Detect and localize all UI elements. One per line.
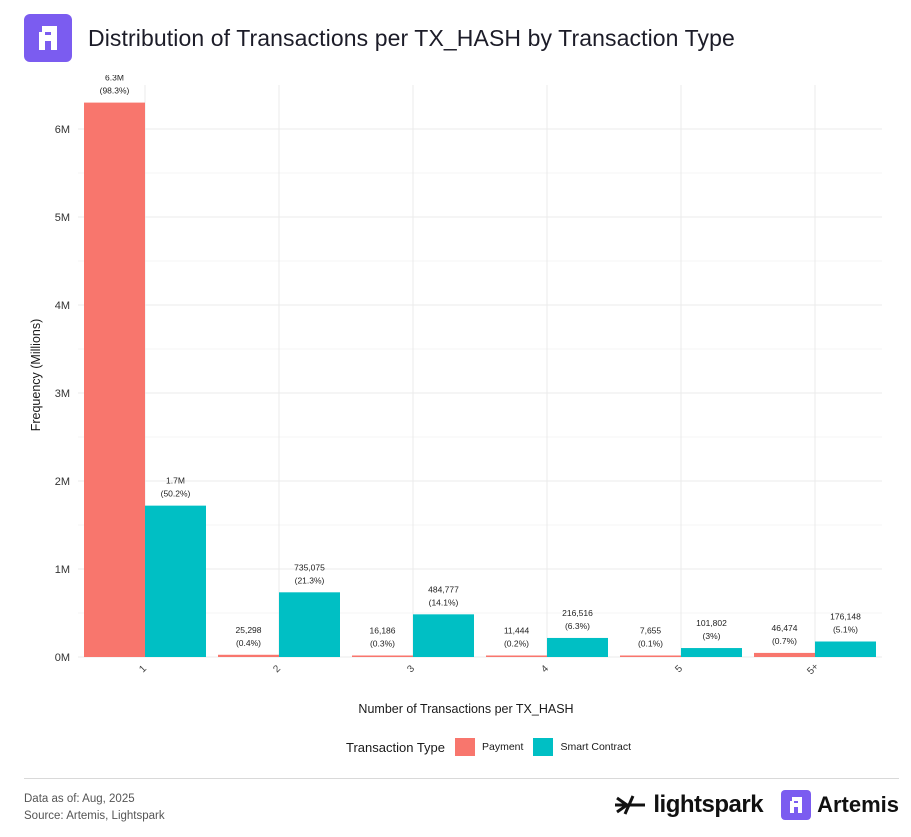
footer-notes: Data as of: Aug, 2025 Source: Artemis, L… (24, 791, 165, 825)
artemis-small-logo-icon (781, 790, 812, 820)
legend-label-payment: Payment (482, 741, 524, 753)
y-tick-label: 0M (55, 652, 70, 664)
lightspark-logo-icon (615, 795, 646, 815)
data-label-percent: (3%) (703, 631, 721, 641)
bar-payment-3 (352, 655, 413, 657)
data-label-percent: (0.1%) (638, 639, 663, 649)
bar-smart-contract-1 (145, 505, 206, 657)
legend-title: Transaction Type (346, 739, 445, 755)
legend-item-smart-contract: Smart Contract (533, 738, 631, 756)
y-axis-title: Frequency (Millions) (29, 319, 43, 432)
y-tick-label: 5M (55, 212, 70, 224)
x-tick-label: 5+ (805, 661, 821, 677)
data-label-value: 735,075 (294, 562, 325, 572)
data-label-value: 484,777 (428, 584, 459, 594)
brand-logos: lightspark Artemis (613, 790, 899, 820)
data-label-value: 101,802 (696, 618, 727, 628)
source-note: Source: Artemis, Lightspark (24, 810, 165, 822)
data-label-percent: (21.3%) (295, 575, 325, 585)
x-tick-label: 4 (539, 663, 551, 675)
artemis-wordmark: Artemis (817, 792, 899, 817)
bar-payment-2 (218, 654, 279, 657)
legend-label-smart-contract: Smart Contract (560, 741, 632, 753)
header: Distribution of Transactions per TX_HASH… (24, 12, 735, 64)
bar-payment-5 (620, 655, 681, 657)
data-label-percent: (0.7%) (772, 636, 797, 646)
x-tick-label: 1 (137, 663, 149, 675)
bar-smart-contract-6 (815, 641, 876, 657)
page-title: Distribution of Transactions per TX_HASH… (88, 24, 735, 51)
artemis-brand: Artemis (781, 790, 899, 820)
data-label-value: 46,474 (772, 623, 798, 633)
data-label-percent: (0.2%) (504, 639, 529, 649)
legend-swatch-payment (455, 738, 475, 756)
data-label-value: 216,516 (562, 608, 593, 618)
data-label-value: 6.3M (105, 75, 124, 83)
bar-smart-contract-4 (547, 637, 608, 657)
x-tick-label: 2 (271, 663, 283, 675)
data-label-percent: (5.1%) (833, 624, 858, 634)
x-tick-label: 5 (673, 663, 685, 675)
y-tick-label: 1M (55, 564, 70, 576)
y-tick-label: 2M (55, 476, 70, 488)
data-label-value: 16,186 (370, 626, 396, 636)
bar-smart-contract-5 (681, 648, 742, 657)
data-label-percent: (0.4%) (236, 638, 261, 648)
bar-smart-contract-2 (279, 592, 340, 657)
bar-payment-1 (84, 102, 145, 658)
data-label-value: 25,298 (236, 625, 262, 635)
data-label-percent: (14.1%) (429, 597, 459, 607)
footer-divider (24, 778, 899, 779)
bar-smart-contract-3 (413, 614, 474, 657)
data-label-percent: (98.3%) (100, 86, 130, 96)
legend-swatch-smart-contract (533, 738, 554, 756)
data-label-percent: (50.2%) (161, 489, 191, 499)
legend: Transaction Type Payment Smart Contract (346, 737, 641, 757)
lightspark-brand: lightspark (613, 791, 764, 819)
lightspark-wordmark: lightspark (653, 791, 764, 818)
data-label-percent: (0.3%) (370, 639, 395, 649)
x-axis-title: Number of Transactions per TX_HASH (358, 702, 573, 716)
legend-item-payment: Payment (455, 738, 523, 756)
y-tick-label: 4M (55, 300, 70, 312)
data-label-value: 1.7M (166, 476, 185, 486)
x-tick-label: 3 (405, 663, 417, 675)
data-label-value: 176,148 (830, 611, 861, 621)
y-tick-label: 6M (55, 124, 70, 136)
bar-payment-6 (754, 652, 815, 657)
bar-chart: 0M 1M 2M 3M 4M 5M 6M 6.3M (98.3%) 1.7M (50.2%) 1 25,… (29, 75, 882, 716)
bar-payment-4 (486, 655, 547, 657)
data-as-of: Data as of: Aug, 2025 (24, 793, 135, 805)
data-label-value: 11,444 (504, 626, 530, 636)
data-label-value: 7,655 (640, 626, 662, 636)
artemis-logo-icon (24, 14, 72, 62)
data-label-percent: (6.3%) (565, 621, 590, 631)
y-tick-label: 3M (55, 388, 70, 400)
